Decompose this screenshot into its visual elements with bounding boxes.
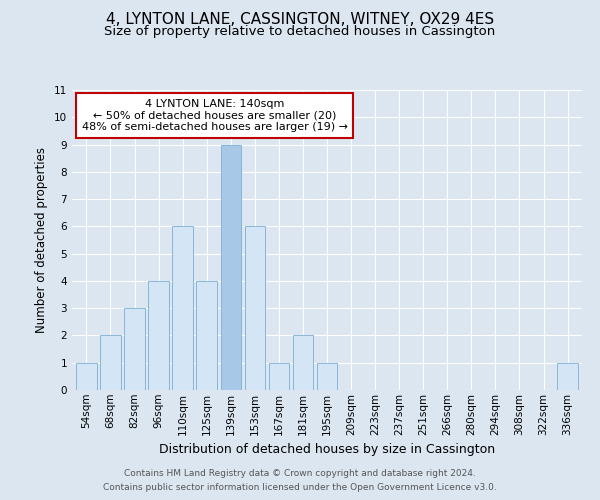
Y-axis label: Number of detached properties: Number of detached properties [35,147,49,333]
Bar [221,144,241,390]
X-axis label: Distribution of detached houses by size in Cassington: Distribution of detached houses by size … [159,443,495,456]
Bar [196,281,217,390]
Bar [124,308,145,390]
Bar [148,281,169,390]
Text: 4 LYNTON LANE: 140sqm
← 50% of detached houses are smaller (20)
48% of semi-deta: 4 LYNTON LANE: 140sqm ← 50% of detached … [82,99,348,132]
Text: Size of property relative to detached houses in Cassington: Size of property relative to detached ho… [104,25,496,38]
Bar [269,362,289,390]
Text: Contains public sector information licensed under the Open Government Licence v3: Contains public sector information licen… [103,484,497,492]
Bar [245,226,265,390]
Text: Contains HM Land Registry data © Crown copyright and database right 2024.: Contains HM Land Registry data © Crown c… [124,468,476,477]
Bar [293,336,313,390]
Bar [172,226,193,390]
Bar [317,362,337,390]
Text: 4, LYNTON LANE, CASSINGTON, WITNEY, OX29 4ES: 4, LYNTON LANE, CASSINGTON, WITNEY, OX29… [106,12,494,28]
Bar [76,362,97,390]
Bar [557,362,578,390]
Bar [100,336,121,390]
